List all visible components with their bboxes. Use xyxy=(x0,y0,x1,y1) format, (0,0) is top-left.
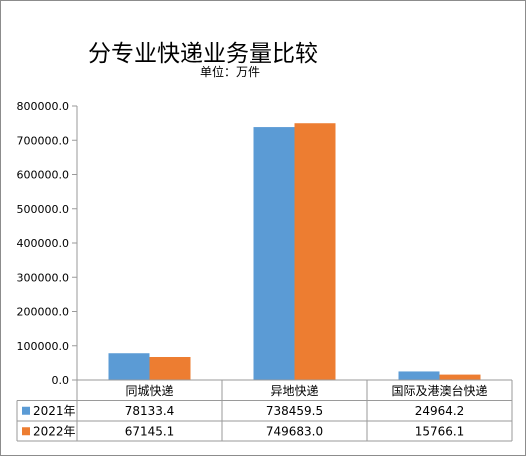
y-tick-label: 400000.0 xyxy=(17,237,70,250)
axis-layer: 0.0 100000.0 200000.0 300000.0 400000.0 50000… xyxy=(17,100,78,387)
bar-2-3 xyxy=(439,374,481,380)
y-tick-label: 300000.0 xyxy=(17,271,70,284)
bar-1-3 xyxy=(398,371,440,380)
y-tick-label: 600000.0 xyxy=(17,169,70,182)
y-tick-label: 500000.0 xyxy=(17,203,70,216)
legend-swatch xyxy=(22,406,30,415)
legend-label: 2022年 xyxy=(33,424,76,438)
category-label: 同城快递 xyxy=(125,384,173,398)
data-label: 738459.5 xyxy=(266,404,323,418)
category-label: 异地快递 xyxy=(270,384,318,398)
chart-title: 分专业快递业务量比较 xyxy=(88,41,318,67)
bar-1-2 xyxy=(253,127,295,380)
bars-layer xyxy=(108,123,481,380)
data-label: 749683.0 xyxy=(266,424,323,438)
bar-2-2 xyxy=(294,123,336,380)
data-label: 78133.4 xyxy=(125,404,175,418)
data-label: 67145.1 xyxy=(125,424,175,438)
y-tick-label: 0.0 xyxy=(52,374,70,387)
y-tick-label: 800000.0 xyxy=(17,100,70,113)
legend-swatch xyxy=(22,427,30,436)
data-label: 24964.2 xyxy=(415,404,465,418)
y-tick-label: 700000.0 xyxy=(17,134,70,147)
bar-2-1 xyxy=(149,357,191,380)
y-tick-label: 100000.0 xyxy=(17,340,70,353)
data-table: 同城快递 异地快递 国际及港澳台快递 2021年 78133.4 738459.5 2496… xyxy=(16,379,513,442)
legend-label: 2021年 xyxy=(33,404,76,418)
data-label: 15766.1 xyxy=(415,424,465,438)
chart-subtitle: 单位：万件 xyxy=(200,65,261,79)
y-tick-label: 200000.0 xyxy=(17,306,70,319)
bar-1-1 xyxy=(108,353,150,380)
category-label: 国际及港澳台快递 xyxy=(391,383,487,398)
